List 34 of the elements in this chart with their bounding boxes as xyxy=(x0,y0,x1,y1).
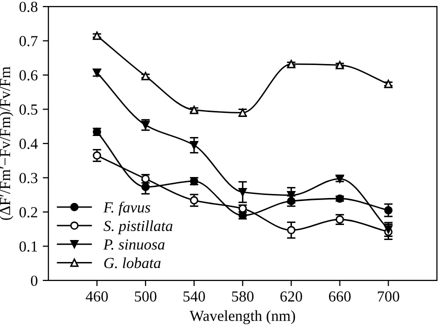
y-tick-label: 0.2 xyxy=(19,207,38,218)
legend-label: G. lobata xyxy=(104,257,161,268)
point xyxy=(141,182,150,192)
x-tick-label: 580 xyxy=(232,291,254,302)
y-tick-label: 0 xyxy=(30,276,38,286)
point xyxy=(336,60,344,70)
x-tick-label: 660 xyxy=(328,291,351,302)
point xyxy=(190,141,198,150)
point xyxy=(384,206,393,214)
x-tick-label: 540 xyxy=(184,291,205,302)
point xyxy=(384,80,393,88)
point xyxy=(92,31,102,40)
y-tick-label: 0.4 xyxy=(19,138,38,150)
x-tick-label: 700 xyxy=(378,291,400,302)
point xyxy=(287,60,296,68)
y-tick-label: 0.5 xyxy=(19,104,38,115)
y-tick-label: 0.6 xyxy=(19,70,38,81)
point xyxy=(190,196,198,204)
point xyxy=(92,151,102,160)
y-tick-label: 0.7 xyxy=(19,36,38,46)
point xyxy=(141,72,150,80)
point xyxy=(238,188,247,196)
y-tick-label: 0.8 xyxy=(19,2,38,12)
y-tick-label: 0.1 xyxy=(19,241,38,252)
x-axis-title: Wavelength (nm) xyxy=(190,310,296,324)
point xyxy=(287,226,296,234)
y-tick-label: 0.3 xyxy=(19,172,38,184)
x-tick-label: 620 xyxy=(280,291,302,302)
x-tick-label: 460 xyxy=(86,291,108,302)
legend-label: S. pistillata xyxy=(104,220,172,234)
legend-label: P. sinuosa xyxy=(103,239,165,250)
point xyxy=(384,225,393,234)
x-tick-label: 500 xyxy=(134,291,156,302)
legend-label: F. favus xyxy=(103,202,150,216)
